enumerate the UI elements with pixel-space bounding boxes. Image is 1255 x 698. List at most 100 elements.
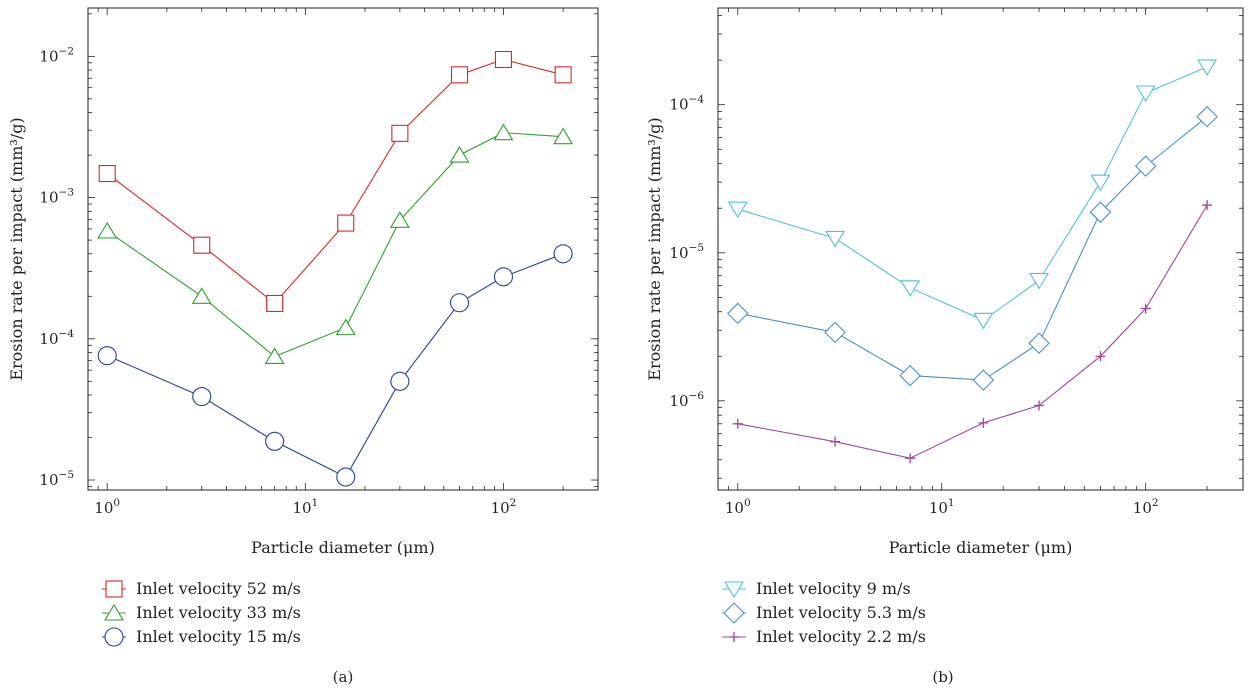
data-point bbox=[1202, 200, 1213, 211]
legend-label: Inlet velocity 5.3 m/s bbox=[756, 603, 926, 622]
legend-label: Inlet velocity 15 m/s bbox=[136, 627, 301, 646]
series-line bbox=[737, 66, 1208, 321]
legend-marker bbox=[104, 603, 124, 621]
legend-entry: Inlet velocity 5.3 m/s bbox=[722, 602, 926, 624]
data-point bbox=[389, 211, 410, 228]
y-tick-label: 10−4 bbox=[39, 328, 74, 348]
data-point bbox=[450, 66, 469, 84]
x-tick-label: 101 bbox=[292, 497, 318, 517]
data-point bbox=[727, 201, 748, 219]
legend-label: Inlet velocity 52 m/s bbox=[136, 579, 301, 598]
x-tick-label: 101 bbox=[929, 497, 955, 517]
data-point bbox=[1034, 400, 1045, 411]
legend-entry: Inlet velocity 9 m/s bbox=[722, 579, 911, 599]
legend-marker bbox=[729, 632, 739, 642]
x-axis-ticks bbox=[87, 8, 599, 490]
y-axis-label: Erosion rate per impact (mm³/g) bbox=[645, 117, 664, 380]
data-point bbox=[1090, 174, 1111, 192]
panel-a: 100 101 102 10−5 10−4 10−3 10−2 Particle diamet… bbox=[7, 7, 599, 686]
data-point bbox=[1089, 201, 1112, 223]
data-point bbox=[192, 387, 212, 407]
panel-b: 100 101 102 10−6 10−5 10−4 Particle diameter (… bbox=[645, 7, 1244, 686]
legend-label: Inlet velocity 2.2 m/s bbox=[756, 627, 926, 646]
data-point bbox=[193, 236, 211, 254]
legend-label: Inlet velocity 9 m/s bbox=[756, 579, 911, 598]
data-point bbox=[494, 50, 513, 69]
data-point bbox=[1028, 332, 1050, 355]
data-point bbox=[973, 312, 994, 330]
plot-frame bbox=[87, 7, 599, 491]
data-point bbox=[336, 467, 356, 487]
data-point bbox=[824, 321, 846, 344]
series-line bbox=[106, 253, 564, 478]
x-tick-label: 102 bbox=[491, 497, 517, 517]
series-1 bbox=[726, 105, 1218, 391]
legend-entry: Inlet velocity 33 m/s bbox=[102, 603, 301, 622]
data-point bbox=[337, 214, 355, 232]
legend-marker bbox=[723, 602, 745, 624]
series-2 bbox=[97, 244, 573, 487]
series-line bbox=[737, 204, 1208, 459]
series-1 bbox=[97, 123, 574, 365]
x-axis-label: Particle diameter (μm) bbox=[251, 538, 435, 557]
series-line bbox=[106, 58, 564, 305]
data-point bbox=[493, 267, 514, 287]
data-point bbox=[900, 280, 921, 297]
data-point bbox=[1095, 351, 1106, 362]
series-0 bbox=[98, 50, 572, 312]
x-tick-label: 100 bbox=[94, 497, 120, 517]
data-point bbox=[449, 293, 470, 313]
data-point bbox=[98, 164, 116, 183]
y-axis-ticks bbox=[718, 15, 1243, 479]
legend-entry: Inlet velocity 2.2 m/s bbox=[722, 627, 926, 646]
legend-entry: Inlet velocity 15 m/s bbox=[102, 627, 301, 647]
panel-caption: (b) bbox=[932, 668, 953, 686]
data-point bbox=[726, 302, 749, 325]
data-point bbox=[554, 66, 572, 84]
data-point bbox=[264, 347, 285, 365]
y-axis-ticks bbox=[88, 13, 598, 487]
data-point bbox=[905, 453, 916, 464]
plot-frame bbox=[717, 7, 1244, 491]
data-point bbox=[899, 364, 921, 387]
x-tick-label: 102 bbox=[1133, 497, 1159, 517]
data-point bbox=[97, 221, 118, 239]
data-point bbox=[449, 146, 470, 163]
data-point bbox=[390, 371, 410, 391]
legend-marker bbox=[105, 580, 123, 598]
data-point bbox=[391, 124, 409, 142]
panel-caption: (a) bbox=[333, 668, 354, 686]
x-axis-label: Particle diameter (μm) bbox=[889, 538, 1073, 557]
data-point bbox=[191, 287, 212, 304]
y-tick-label: 10−4 bbox=[669, 94, 704, 114]
series-2 bbox=[732, 200, 1213, 464]
y-tick-label: 10−5 bbox=[669, 242, 704, 262]
data-point bbox=[1135, 85, 1156, 103]
y-tick-label: 10−6 bbox=[669, 390, 704, 410]
y-tick-label: 10−5 bbox=[39, 469, 74, 489]
data-point bbox=[493, 123, 514, 141]
x-tick-label: 100 bbox=[725, 497, 751, 517]
data-point bbox=[266, 294, 284, 312]
series-line bbox=[737, 116, 1208, 381]
data-point bbox=[1134, 155, 1157, 177]
data-point bbox=[1029, 272, 1050, 290]
y-tick-label: 10−2 bbox=[39, 45, 74, 65]
data-point bbox=[1140, 303, 1151, 314]
y-tick-label: 10−3 bbox=[39, 187, 74, 207]
data-point bbox=[732, 418, 743, 429]
legend-marker bbox=[724, 581, 744, 599]
series-line bbox=[106, 132, 564, 358]
data-point bbox=[335, 318, 356, 336]
data-point bbox=[553, 127, 574, 145]
legend-marker bbox=[104, 627, 124, 647]
data-point bbox=[978, 417, 989, 428]
data-point bbox=[830, 436, 841, 447]
data-point bbox=[1196, 105, 1218, 128]
data-point bbox=[265, 431, 285, 451]
series-0 bbox=[727, 59, 1218, 330]
data-point bbox=[972, 369, 995, 391]
legend-entry: Inlet velocity 52 m/s bbox=[102, 579, 301, 598]
data-point bbox=[1197, 59, 1218, 76]
